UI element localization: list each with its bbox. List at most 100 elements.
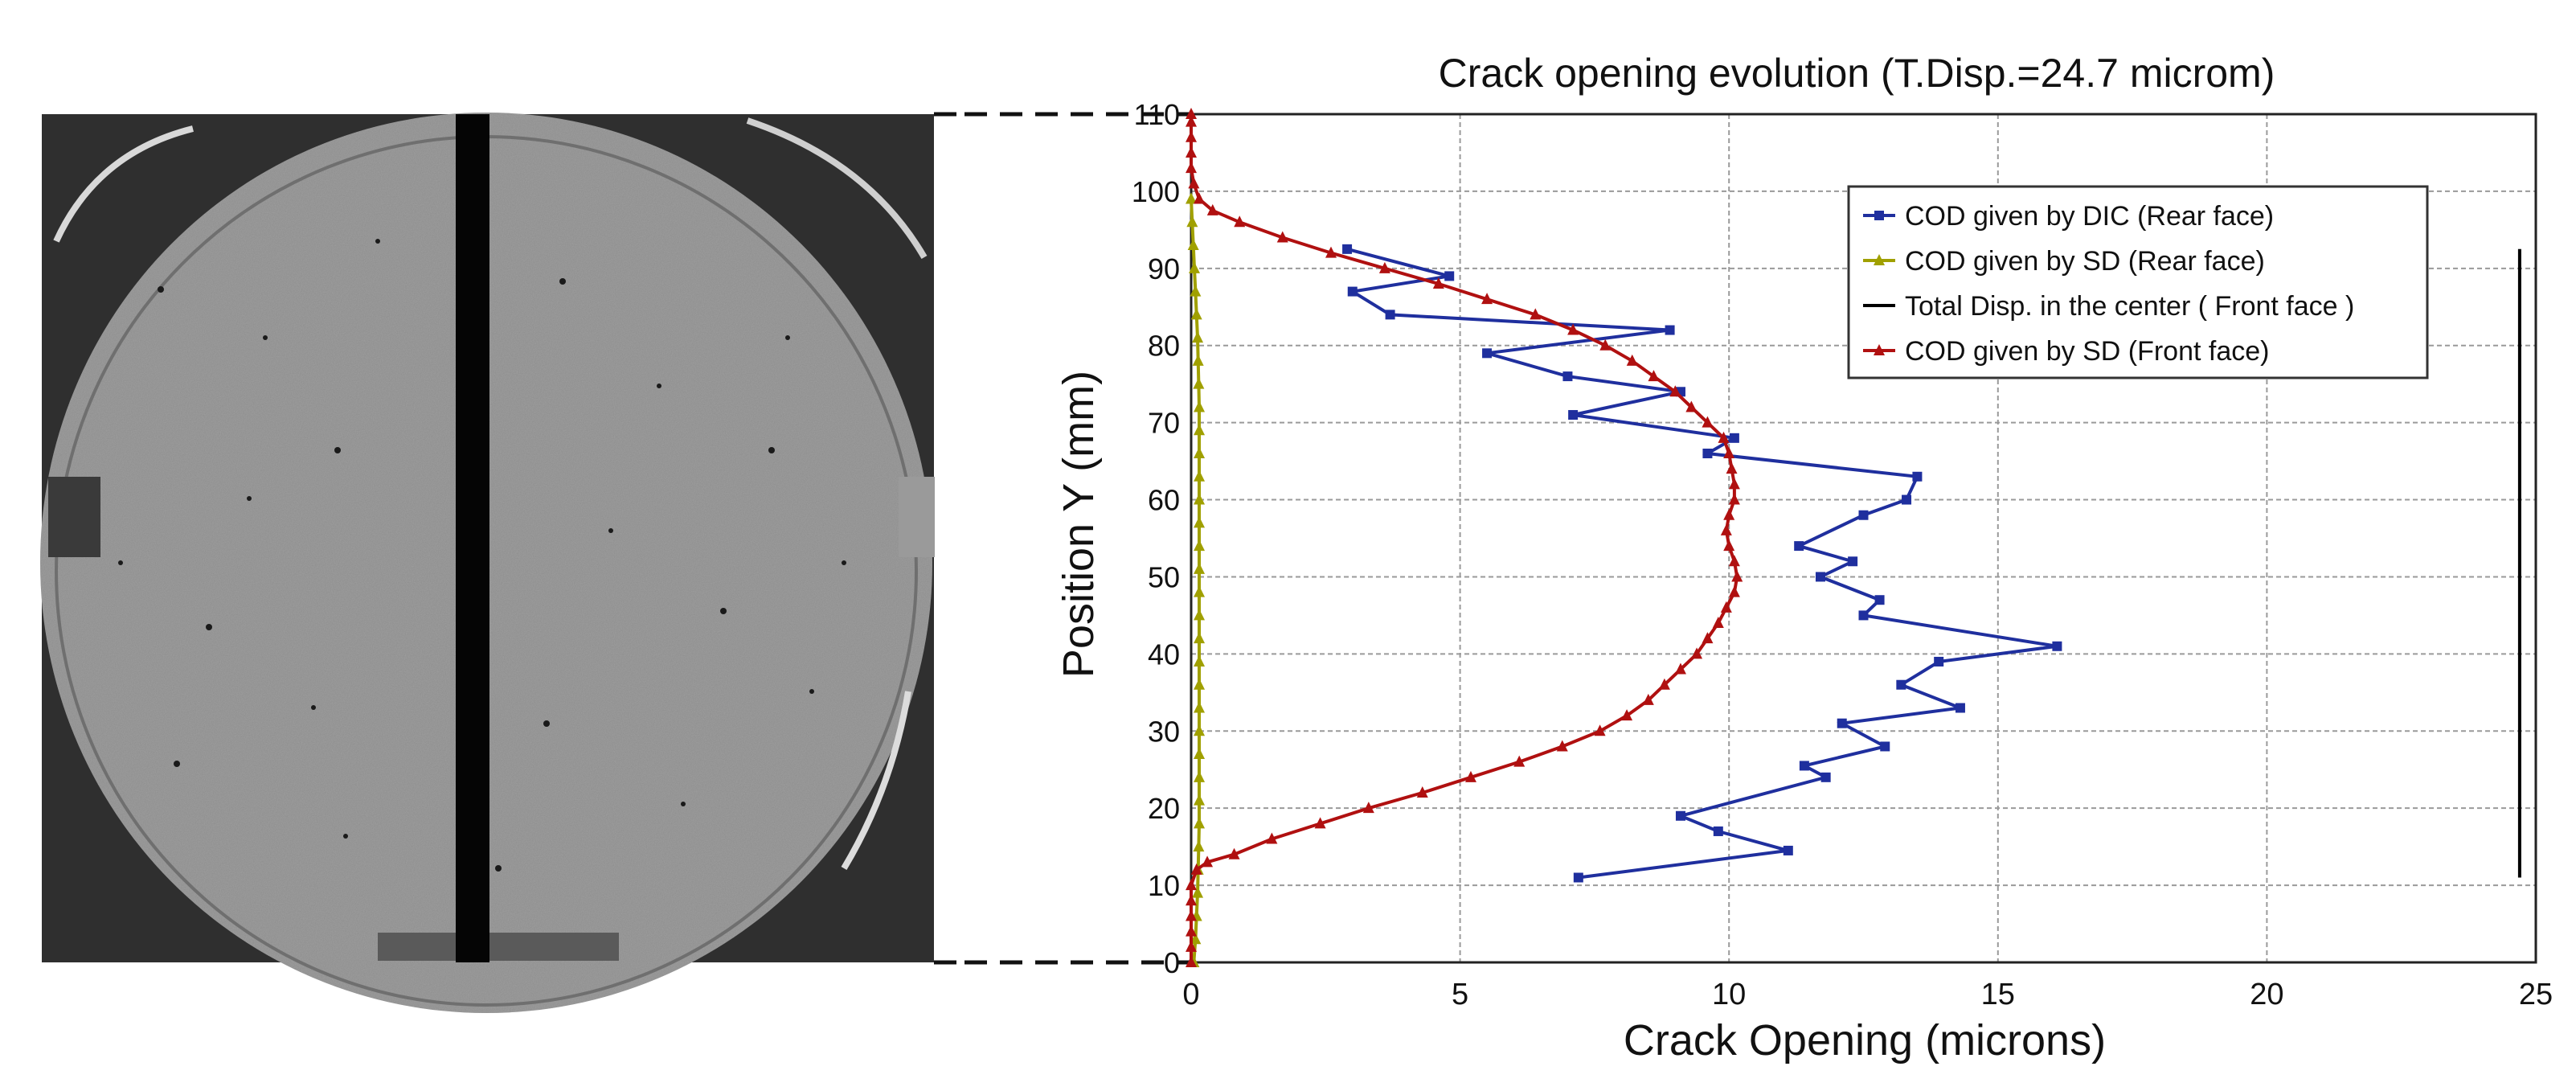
- data-point-square: [1815, 572, 1825, 582]
- legend-label: Total Disp. in the center ( Front face ): [1905, 291, 2354, 322]
- data-point-triangle: [1594, 724, 1606, 736]
- data-point-triangle: [1186, 192, 1197, 204]
- data-point-triangle: [1189, 261, 1201, 273]
- data-point-triangle: [1194, 400, 1206, 412]
- data-point-triangle: [1188, 177, 1200, 189]
- x-axis-label: Crack Opening (microns): [1624, 1016, 2106, 1064]
- data-point-triangle: [1194, 493, 1206, 505]
- data-point-triangle: [1626, 354, 1638, 366]
- y-tick-label: 0: [1164, 946, 1180, 979]
- data-point-triangle: [1192, 354, 1204, 366]
- data-point-square: [1848, 556, 1858, 567]
- data-point-triangle: [1187, 239, 1199, 251]
- data-point-square: [1858, 510, 1869, 520]
- data-point-triangle: [1192, 886, 1204, 898]
- data-point-square: [1912, 471, 1923, 482]
- data-point-triangle: [1194, 539, 1206, 552]
- data-point-triangle: [1190, 285, 1202, 297]
- data-point-triangle: [1194, 562, 1206, 574]
- axes: [1190, 113, 2537, 964]
- data-point-square: [1837, 718, 1847, 728]
- crack-band: [456, 114, 489, 962]
- data-point-triangle: [1718, 431, 1730, 443]
- data-point-triangle: [1194, 794, 1206, 806]
- legend: COD given by DIC (Rear face) COD given by…: [1847, 185, 2429, 379]
- data-point-triangle: [1731, 570, 1743, 582]
- data-point-square: [1783, 845, 1793, 855]
- data-point-triangle: [1193, 840, 1205, 852]
- data-point-square: [1342, 244, 1353, 254]
- data-point-square: [1799, 761, 1809, 771]
- data-point-triangle: [1193, 377, 1205, 389]
- data-point-triangle: [1186, 879, 1197, 891]
- y-tick-label: 100: [1132, 175, 1180, 208]
- data-point-triangle: [1276, 231, 1288, 243]
- data-point-triangle: [1186, 146, 1197, 158]
- plot-frame: [1190, 113, 2537, 964]
- data-point-triangle: [1194, 424, 1206, 436]
- data-point-square: [1385, 310, 1395, 320]
- data-point-triangle: [1186, 956, 1197, 967]
- x-tick-label: 0: [1182, 978, 1199, 1011]
- data-point-triangle: [1194, 701, 1206, 713]
- y-axis-label: Position Y (mm): [1055, 371, 1103, 678]
- data-series: [1186, 108, 2521, 967]
- data-point-triangle: [1642, 693, 1654, 705]
- data-point-triangle: [1202, 855, 1214, 868]
- data-point-triangle: [1712, 617, 1724, 628]
- y-tick-labels: 0 10 20 30 40 50 60 70 80 90 100 110: [1132, 98, 1180, 979]
- data-point-triangle: [1186, 215, 1198, 228]
- y-tick-label: 80: [1148, 330, 1180, 363]
- data-point-triangle: [1432, 277, 1444, 289]
- data-point-triangle: [1648, 370, 1660, 382]
- data-point-triangle: [1325, 246, 1337, 258]
- y-tick-label: 30: [1148, 715, 1180, 748]
- data-point-square: [1902, 494, 1912, 505]
- x-tick-labels: 0 5 10 15 20 25: [1182, 978, 2553, 1011]
- y-tick-label: 90: [1148, 252, 1180, 285]
- data-point-triangle: [1194, 470, 1206, 482]
- data-point-triangle: [1194, 585, 1206, 597]
- data-point-triangle: [1556, 740, 1568, 752]
- data-point-triangle: [1728, 555, 1740, 567]
- legend-label: COD given by SD (Rear face): [1905, 246, 2265, 277]
- data-point-triangle: [1378, 261, 1390, 273]
- data-point-triangle: [1669, 385, 1681, 397]
- specimen-image: [40, 112, 964, 1013]
- data-point-square: [1573, 872, 1583, 883]
- x-tick-label: 15: [1981, 978, 2015, 1011]
- y-tick-label: 20: [1148, 792, 1180, 825]
- y-tick-label: 10: [1148, 869, 1180, 902]
- y-tick-label: 50: [1148, 560, 1180, 593]
- data-point-triangle: [1720, 523, 1732, 535]
- x-tick-label: 20: [2250, 978, 2283, 1011]
- data-point-triangle: [1720, 601, 1732, 613]
- data-point-triangle: [1723, 447, 1735, 458]
- data-point-triangle: [1658, 678, 1670, 690]
- data-point-triangle: [1674, 662, 1686, 675]
- data-point-square: [1729, 433, 1739, 443]
- data-point-triangle: [1190, 863, 1202, 875]
- data-point-triangle: [1186, 108, 1197, 119]
- x-tick-label: 5: [1452, 978, 1468, 1011]
- data-point-triangle: [1702, 416, 1714, 428]
- data-point-triangle: [1599, 338, 1612, 351]
- data-point-triangle: [1194, 447, 1206, 458]
- data-point-triangle: [1314, 817, 1326, 829]
- data-point-square: [1482, 348, 1493, 359]
- series-0: [1342, 244, 2062, 883]
- data-point-triangle: [1186, 925, 1197, 937]
- data-point-square: [2052, 641, 2062, 651]
- data-point-triangle: [1186, 940, 1197, 952]
- specimen-notch-right: [899, 477, 935, 557]
- data-point-triangle: [1723, 539, 1735, 552]
- data-point-triangle: [1702, 632, 1714, 644]
- data-point-triangle: [1192, 331, 1204, 343]
- data-point-triangle: [1530, 308, 1542, 320]
- data-point-triangle: [1194, 748, 1206, 760]
- data-point-square: [1347, 286, 1358, 297]
- data-point-square: [1896, 679, 1906, 690]
- data-point-triangle: [1194, 678, 1206, 690]
- data-point-triangle: [1190, 308, 1202, 320]
